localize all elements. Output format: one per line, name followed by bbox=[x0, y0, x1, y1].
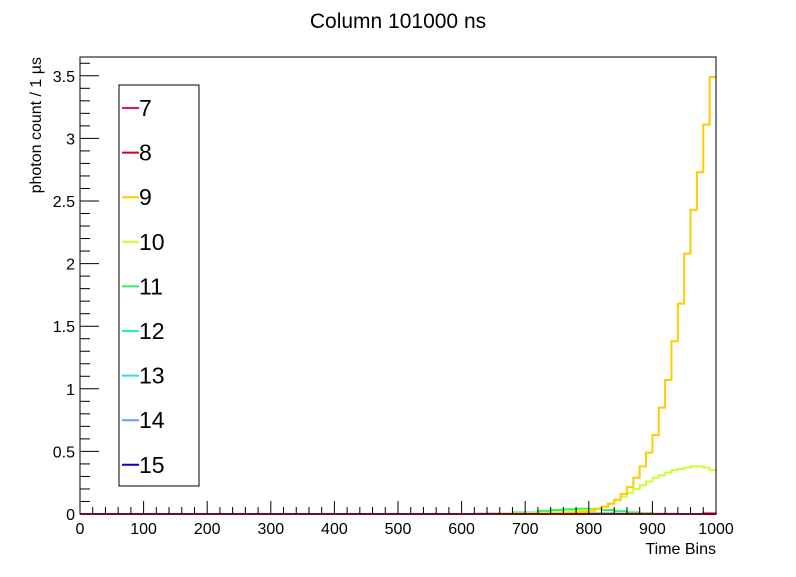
y-tick-label: 0 bbox=[66, 507, 75, 524]
x-tick-label: 700 bbox=[512, 521, 539, 538]
axes-layer: 0 100 200 300 400 500 600 700 800 900 1000 0 0.5 1 1.5… bbox=[53, 56, 734, 538]
y-tick-label: 2 bbox=[66, 257, 75, 274]
x-tick-label: 100 bbox=[130, 521, 157, 538]
x-tick-label: 800 bbox=[575, 521, 602, 538]
y-tick-label: 0.5 bbox=[53, 444, 75, 461]
x-tick-label: 0 bbox=[76, 521, 85, 538]
y-tick-label: 3.5 bbox=[53, 69, 75, 86]
x-tick-label: 900 bbox=[639, 521, 666, 538]
x-tick-label: 400 bbox=[321, 521, 348, 538]
legend-label-8: 8 bbox=[139, 140, 152, 166]
y-tick-label: 2.5 bbox=[53, 194, 75, 211]
y-tick-label: 1.5 bbox=[53, 319, 75, 336]
legend-label-12: 12 bbox=[139, 318, 165, 344]
x-tick-label: 600 bbox=[448, 521, 475, 538]
x-tick-label: 500 bbox=[385, 521, 412, 538]
legend-label-13: 13 bbox=[139, 363, 165, 389]
x-tick-label: 300 bbox=[257, 521, 284, 538]
legend: 7 8 9 10 11 12 13 14 15 bbox=[118, 84, 200, 487]
legend-label-7: 7 bbox=[139, 95, 152, 121]
legend-label-15: 15 bbox=[139, 452, 165, 478]
x-tick-label: 200 bbox=[194, 521, 221, 538]
y-tick-label: 3 bbox=[66, 131, 75, 148]
y-tick-label: 1 bbox=[66, 382, 75, 399]
legend-label-14: 14 bbox=[139, 407, 165, 433]
legend-label-11: 11 bbox=[139, 273, 163, 299]
legend-label-9: 9 bbox=[139, 184, 152, 210]
y-axis-label: photon count / 1 µs bbox=[28, 57, 45, 193]
chart-title: Column 101000 ns bbox=[310, 10, 486, 33]
x-axis-label: Time Bins bbox=[645, 541, 716, 558]
legend-label-10: 10 bbox=[139, 229, 165, 255]
x-tick-label: 1000 bbox=[698, 521, 734, 538]
